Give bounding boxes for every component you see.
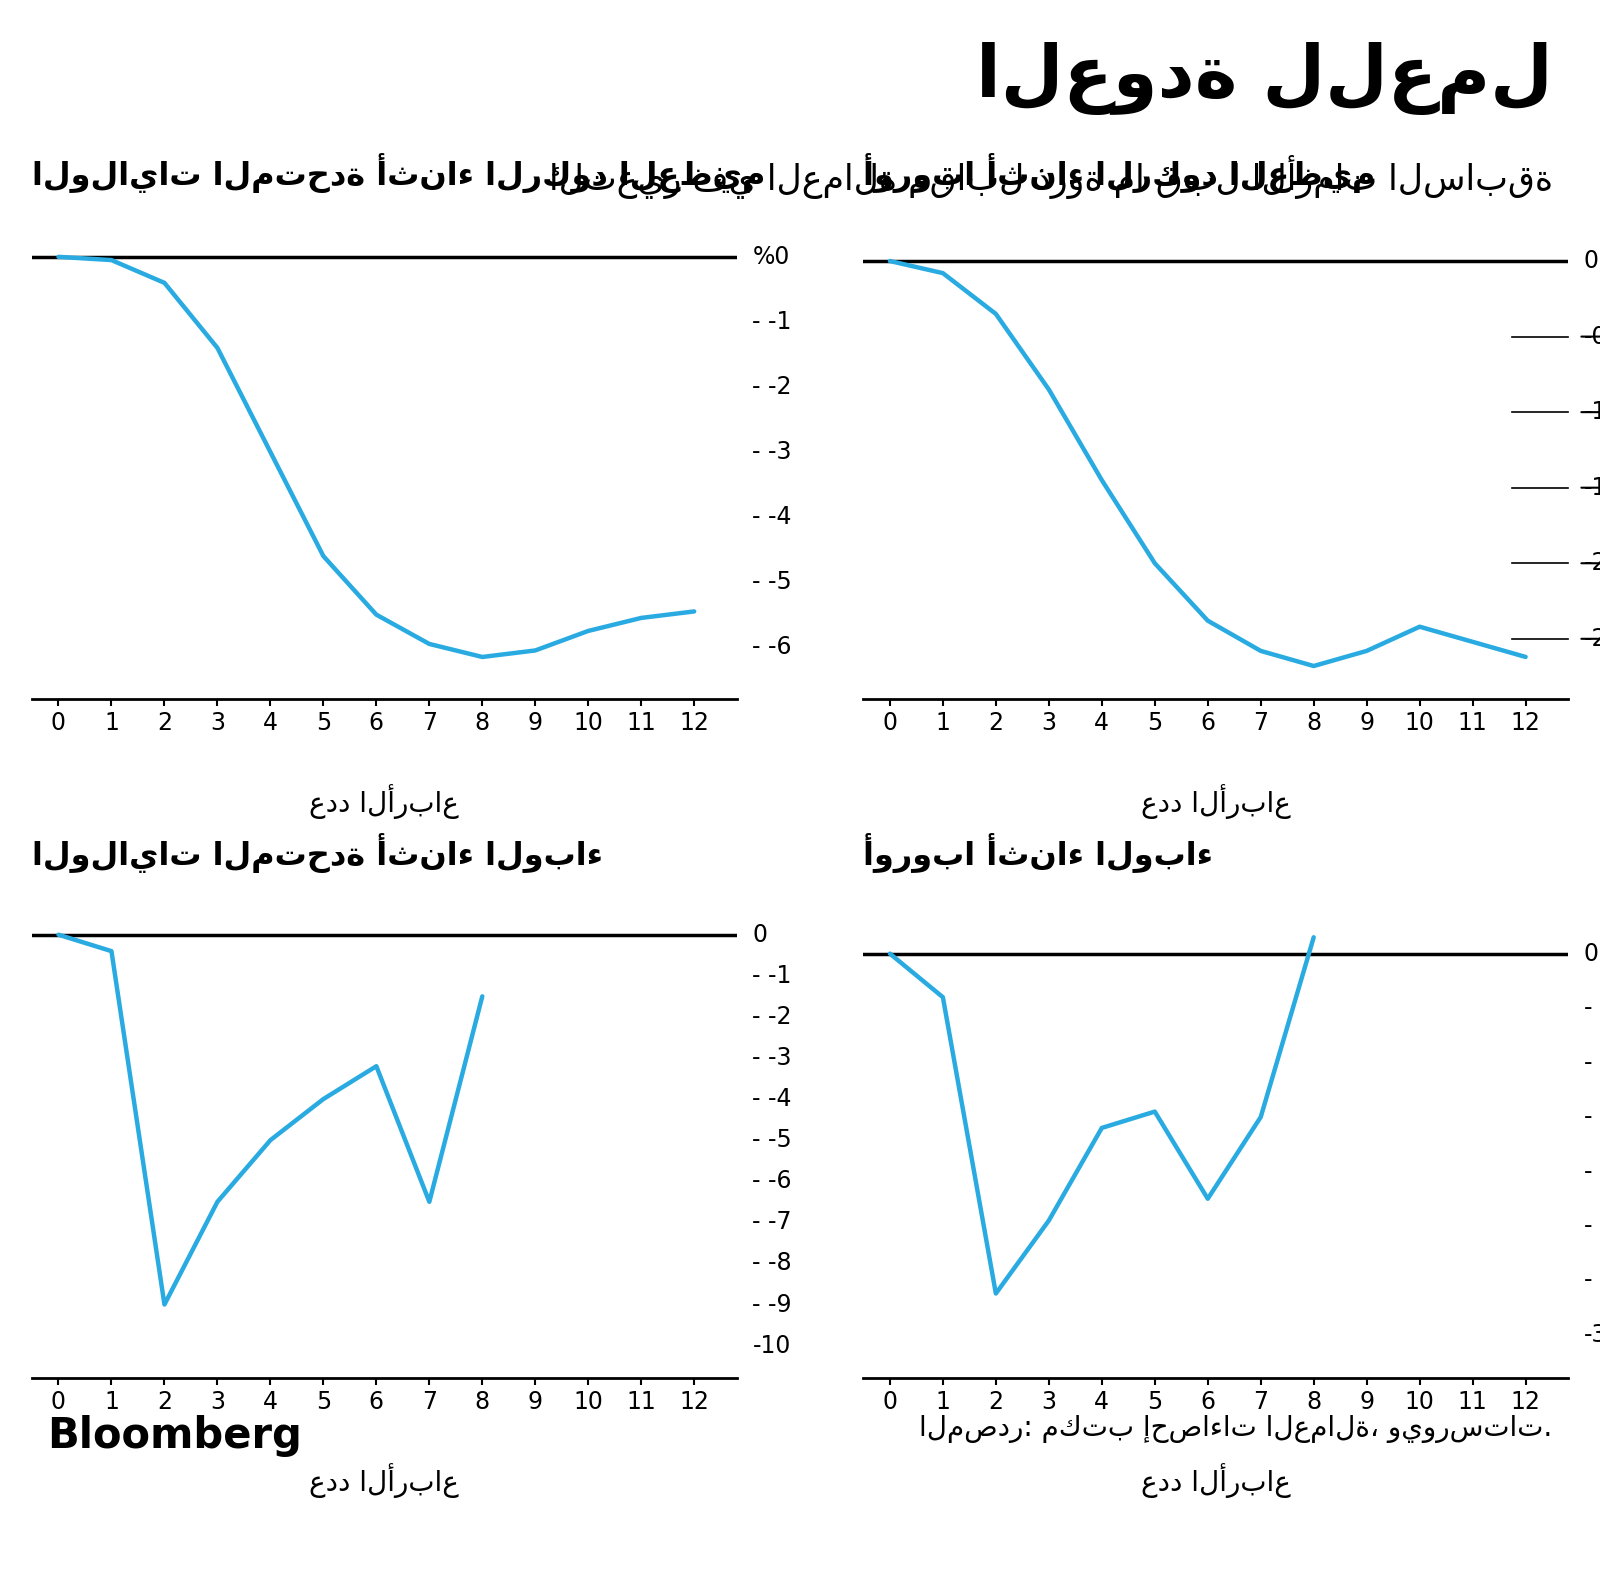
Text: -1.0: -1.0	[1584, 400, 1600, 424]
Text: 0: 0	[1584, 249, 1598, 273]
Text: Bloomberg: Bloomberg	[48, 1415, 302, 1457]
Text: -0.5: -0.5	[1584, 325, 1600, 349]
Text: - -1: - -1	[752, 964, 792, 988]
Text: - -1: - -1	[752, 309, 792, 333]
Text: - -9: - -9	[752, 1293, 792, 1317]
Text: أوروبا أثناء الوباء: أوروبا أثناء الوباء	[864, 832, 1213, 872]
Text: - -5: - -5	[752, 571, 792, 595]
Text: - -3.0: - -3.0	[1584, 1269, 1600, 1293]
Text: الولايات المتحدة أثناء الركود العظيم: الولايات المتحدة أثناء الركود العظيم	[32, 153, 765, 193]
Text: - -8: - -8	[752, 1251, 792, 1275]
Text: - -0.5: - -0.5	[1584, 996, 1600, 1020]
Text: - -1.0: - -1.0	[1584, 1050, 1600, 1074]
Text: التغير في العمالة مقابل ذروة ما قبل الأزمات السابقة: التغير في العمالة مقابل ذروة ما قبل الأز…	[549, 155, 1552, 199]
Text: - -7: - -7	[752, 1210, 792, 1234]
Text: عدد الأرباع: عدد الأرباع	[309, 1463, 459, 1498]
Text: العودة للعمل: العودة للعمل	[976, 41, 1552, 115]
Text: - -2: - -2	[752, 1004, 792, 1028]
Text: - -4: - -4	[752, 1087, 792, 1111]
Text: - -5: - -5	[752, 1129, 792, 1152]
Text: عدد الأرباع: عدد الأرباع	[1141, 1463, 1291, 1498]
Text: المصدر: مكتب إحصاءات العمالة، ويورستات.: المصدر: مكتب إحصاءات العمالة، ويورستات.	[920, 1415, 1552, 1443]
Text: عدد الأرباع: عدد الأرباع	[309, 784, 459, 819]
Text: - -2.5: - -2.5	[1584, 1215, 1600, 1239]
Text: - -3: - -3	[752, 440, 792, 464]
Text: - -3: - -3	[752, 1046, 792, 1070]
Text: -2.0: -2.0	[1584, 552, 1600, 575]
Text: - -6: - -6	[752, 1170, 792, 1194]
Text: أوروبا أثناء الركود العظيم: أوروبا أثناء الركود العظيم	[864, 153, 1376, 193]
Text: -3.5: -3.5	[1584, 1323, 1600, 1347]
Text: -10: -10	[752, 1334, 790, 1358]
Text: - -1.5: - -1.5	[1584, 1105, 1600, 1129]
Text: -1.5: -1.5	[1584, 475, 1600, 499]
Text: 0: 0	[1584, 942, 1598, 966]
Text: - -6: - -6	[752, 634, 792, 660]
Text: - -2.0: - -2.0	[1584, 1159, 1600, 1183]
Text: 0: 0	[752, 923, 768, 947]
Text: الولايات المتحدة أثناء الوباء: الولايات المتحدة أثناء الوباء	[32, 832, 603, 872]
Text: %0: %0	[752, 245, 790, 269]
Text: - -4: - -4	[752, 505, 792, 529]
Text: - -2: - -2	[752, 375, 792, 398]
Text: -2.5: -2.5	[1584, 626, 1600, 650]
Text: عدد الأرباع: عدد الأرباع	[1141, 784, 1291, 819]
